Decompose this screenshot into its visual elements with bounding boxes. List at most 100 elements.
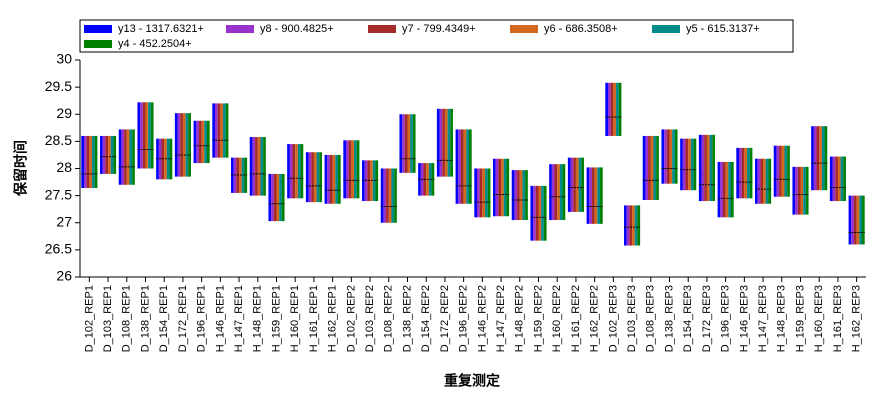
range-stripe <box>223 103 226 158</box>
range-stripe <box>795 166 798 215</box>
range-stripe <box>669 129 673 184</box>
legend-label: y5 - 615.3137+ <box>686 23 760 35</box>
range-stripe <box>188 113 191 177</box>
range-stripe <box>121 129 125 185</box>
range-stripe <box>498 158 502 217</box>
range-stripe <box>375 160 379 202</box>
range-stripe <box>736 147 739 199</box>
legend-swatch <box>84 25 112 33</box>
range-stripe <box>474 168 477 218</box>
x-axis-title: 重复测定 <box>444 373 500 389</box>
legend-swatch <box>510 25 538 33</box>
range-stripe <box>412 114 416 173</box>
legend-swatch <box>84 40 112 48</box>
range-stripe <box>148 102 151 169</box>
y-tick-label: 26 <box>56 268 72 284</box>
range-stripe <box>335 154 339 204</box>
range-stripe <box>634 205 638 246</box>
range-stripe <box>271 173 274 222</box>
range-stripe <box>685 138 689 191</box>
x-tick-label: H_148_REP3 <box>776 285 788 352</box>
range-stripe <box>132 129 135 185</box>
range-stripe <box>444 108 448 177</box>
x-tick-label: H_147_REP1 <box>233 285 245 352</box>
range-stripe <box>225 103 229 158</box>
range-stripe <box>706 134 710 202</box>
range-stripe <box>313 152 317 203</box>
legend-label: y7 - 799.4349+ <box>402 23 476 35</box>
range-stripe <box>174 113 178 177</box>
range-stripe <box>198 120 202 164</box>
range-stripe <box>650 135 654 200</box>
legend-label: y8 - 900.4825+ <box>260 23 334 35</box>
range-stripe <box>821 126 825 191</box>
range-stripe <box>332 154 336 204</box>
range-stripe <box>260 137 264 196</box>
range-stripe <box>610 82 614 136</box>
range-stripe <box>479 168 483 218</box>
range-stripe <box>329 154 333 204</box>
range-stripe <box>575 157 579 212</box>
range-stripe <box>402 114 405 173</box>
range-stripe <box>626 205 630 246</box>
range-stripe <box>816 126 820 191</box>
range-stripe <box>263 137 266 196</box>
range-stripe <box>348 140 352 199</box>
range-stripe <box>787 145 790 197</box>
range-stripe <box>514 170 518 221</box>
x-tick-label: H_160_REP3 <box>813 285 825 352</box>
range-stripe <box>279 173 282 222</box>
range-stripe <box>741 147 745 199</box>
range-stripe <box>773 145 777 197</box>
x-tick-label: H_159_REP3 <box>794 285 806 352</box>
x-tick-label: D_102_REP1 <box>83 285 95 352</box>
x-tick-label: D_108_REP2 <box>383 285 395 352</box>
range-stripe <box>193 120 197 164</box>
range-stripe <box>688 138 691 191</box>
x-tick-label: D_108_REP3 <box>645 285 657 352</box>
x-tick-label: D_103_REP2 <box>364 285 376 352</box>
range-stripe <box>567 157 571 212</box>
range-stripe <box>343 140 346 199</box>
range-stripe <box>738 147 742 199</box>
range-stripe <box>519 170 523 221</box>
range-stripe <box>287 144 290 199</box>
x-tick-label: H_160_REP1 <box>289 285 301 352</box>
range-stripe <box>89 135 93 189</box>
range-stripe <box>709 134 713 202</box>
legend-label: y4 - 452.2504+ <box>118 38 192 50</box>
range-stripe <box>605 82 608 136</box>
y-tick-label: 26.5 <box>45 241 72 257</box>
range-stripe <box>784 145 788 197</box>
range-stripe <box>354 140 357 199</box>
range-stripe <box>383 168 387 223</box>
range-stripe <box>765 158 769 204</box>
range-stripe <box>501 158 504 217</box>
x-tick-label: D_102_REP3 <box>607 285 619 352</box>
range-stripe <box>645 135 649 200</box>
range-stripe <box>185 113 189 177</box>
range-stripe <box>747 147 750 199</box>
range-stripe <box>656 135 659 200</box>
range-stripe <box>776 145 780 197</box>
range-stripe <box>442 108 445 177</box>
range-stripe <box>616 82 619 136</box>
range-stripe <box>722 161 726 218</box>
range-stripe <box>503 158 507 217</box>
x-tick-label: D_154_REP1 <box>158 285 170 352</box>
y-tick-label: 29.5 <box>45 78 72 94</box>
range-stripe <box>763 158 766 204</box>
range-stripe <box>851 195 854 245</box>
range-stripe <box>380 168 384 223</box>
range-stripe <box>273 173 277 222</box>
range-stripe <box>102 135 106 174</box>
range-stripe <box>388 168 392 223</box>
range-stripe <box>819 126 822 191</box>
range-stripe <box>386 168 389 223</box>
range-stripe <box>217 103 221 158</box>
legend-swatch <box>226 25 254 33</box>
x-tick-label: D_154_REP2 <box>420 285 432 352</box>
range-stripe <box>768 158 772 204</box>
range-stripe <box>848 195 852 245</box>
range-stripe <box>843 156 846 202</box>
